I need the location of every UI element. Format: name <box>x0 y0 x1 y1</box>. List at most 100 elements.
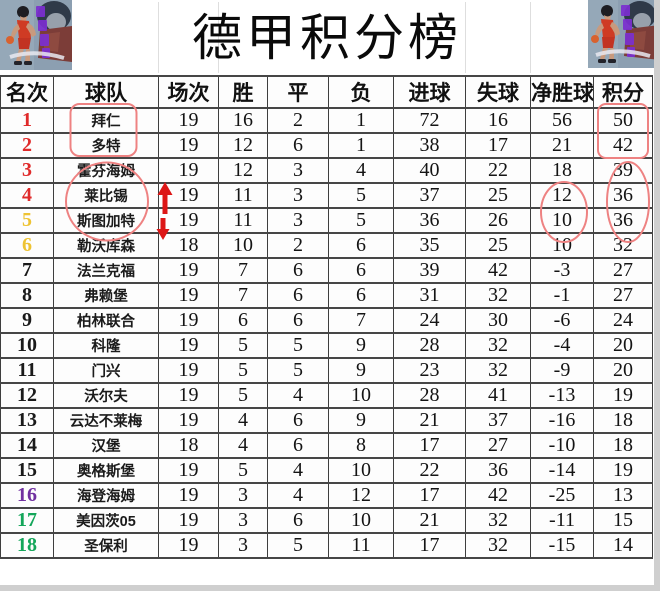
table-row: 18 圣保利 19 3 5 11 17 32 -15 14 <box>0 532 653 559</box>
table-row: 1 拜仁 19 16 2 1 72 16 56 50 <box>0 107 653 134</box>
cell-rank: 3 <box>0 157 54 184</box>
cell-loss: 9 <box>328 407 394 434</box>
cell-goals_against: 42 <box>465 257 531 284</box>
standings-table-wrap: 名次 球队 场次胜平负进球 失球 净胜球 积分 1 拜仁 19 16 2 1 72 16 56 50 2 多特 1… <box>0 75 653 559</box>
cell-points: 42 <box>593 132 653 159</box>
cell-draw: 2 <box>267 232 329 259</box>
cell-goals_against: 32 <box>465 532 531 559</box>
cell-draw: 6 <box>267 132 329 159</box>
cell-loss: 11 <box>328 532 394 559</box>
column-header: 积分 <box>593 75 653 109</box>
standings-table: 名次 球队 场次胜平负进球 失球 净胜球 积分 1 拜仁 19 16 2 1 72 16 56 50 2 多特 1… <box>0 75 653 559</box>
cell-goals_against: 26 <box>465 207 531 234</box>
cell-team: 奥格斯堡 <box>53 457 159 484</box>
cell-win: 3 <box>218 482 268 509</box>
cell-loss: 1 <box>328 132 394 159</box>
cell-points: 14 <box>593 532 653 559</box>
cell-goals_for: 21 <box>393 407 466 434</box>
cell-goals_against: 42 <box>465 482 531 509</box>
table-row: 4 莱比锡 19 11 3 5 37 25 12 36 <box>0 182 653 209</box>
cell-goals_against: 32 <box>465 507 531 534</box>
cell-rank: 17 <box>0 507 54 534</box>
cell-goals_for: 21 <box>393 507 466 534</box>
cell-draw: 6 <box>267 407 329 434</box>
slam-dunk-image-left <box>0 0 72 70</box>
cell-goals_for: 22 <box>393 457 466 484</box>
cell-rank: 8 <box>0 282 54 309</box>
cell-played: 19 <box>158 532 219 559</box>
cell-points: 19 <box>593 457 653 484</box>
cell-loss: 12 <box>328 482 394 509</box>
cell-goals_against: 25 <box>465 232 531 259</box>
cell-win: 5 <box>218 382 268 409</box>
column-header: 胜 <box>218 75 268 109</box>
cell-rank: 2 <box>0 132 54 159</box>
grid-line <box>465 2 466 73</box>
cell-goal_diff: -4 <box>530 332 594 359</box>
page-title: 德甲积分榜 <box>192 10 462 66</box>
table-row: 5 斯图加特 19 11 3 5 36 26 10 36 <box>0 207 653 234</box>
cell-goals_against: 37 <box>465 407 531 434</box>
cell-points: 27 <box>593 257 653 284</box>
cell-draw: 4 <box>267 482 329 509</box>
cell-loss: 10 <box>328 507 394 534</box>
cell-draw: 6 <box>267 507 329 534</box>
column-header: 负 <box>328 75 394 109</box>
cell-team: 汉堡 <box>53 432 159 459</box>
cell-win: 4 <box>218 432 268 459</box>
cell-goal_diff: 56 <box>530 107 594 134</box>
column-header: 进球 <box>393 75 466 109</box>
table-row: 17 美因茨05 19 3 6 10 21 32 -11 15 <box>0 507 653 534</box>
cell-points: 18 <box>593 432 653 459</box>
cell-win: 5 <box>218 332 268 359</box>
table-row: 6 勒沃库森 18 10 2 6 35 25 10 32 <box>0 232 653 259</box>
cell-win: 10 <box>218 232 268 259</box>
cell-draw: 5 <box>267 357 329 384</box>
cell-loss: 6 <box>328 282 394 309</box>
header-row: 名次 球队 场次胜平负进球 失球 净胜球 积分 <box>0 75 653 109</box>
cell-team: 沃尔夫 <box>53 382 159 409</box>
cell-played: 19 <box>158 457 219 484</box>
cell-goals_for: 36 <box>393 207 466 234</box>
cell-played: 19 <box>158 507 219 534</box>
cell-goals_against: 32 <box>465 332 531 359</box>
cell-points: 15 <box>593 507 653 534</box>
cell-points: 27 <box>593 282 653 309</box>
cell-goal_diff: -16 <box>530 407 594 434</box>
cell-rank: 16 <box>0 482 54 509</box>
cell-loss: 4 <box>328 157 394 184</box>
cell-points: 19 <box>593 382 653 409</box>
bottom-strip <box>0 585 660 591</box>
cell-loss: 7 <box>328 307 394 334</box>
cell-played: 18 <box>158 232 219 259</box>
cell-draw: 5 <box>267 532 329 559</box>
cell-win: 6 <box>218 307 268 334</box>
table-row: 7 法兰克福 19 7 6 6 39 42 -3 27 <box>0 257 653 284</box>
cell-goal_diff: 12 <box>530 182 594 209</box>
cell-rank: 1 <box>0 107 54 134</box>
cell-loss: 10 <box>328 382 394 409</box>
cell-loss: 5 <box>328 182 394 209</box>
cell-loss: 9 <box>328 332 394 359</box>
cell-rank: 11 <box>0 357 54 384</box>
cell-team: 圣保利 <box>53 532 159 559</box>
cell-points: 32 <box>593 232 653 259</box>
cell-goals_for: 40 <box>393 157 466 184</box>
cell-team: 霍芬海姆 <box>53 157 159 184</box>
cell-points: 18 <box>593 407 653 434</box>
cell-points: 36 <box>593 182 653 209</box>
cell-goal_diff: -15 <box>530 532 594 559</box>
cell-team: 弗赖堡 <box>53 282 159 309</box>
cell-win: 4 <box>218 407 268 434</box>
cell-win: 7 <box>218 257 268 284</box>
cell-played: 19 <box>158 407 219 434</box>
cell-rank: 13 <box>0 407 54 434</box>
table-row: 8 弗赖堡 19 7 6 6 31 32 -1 27 <box>0 282 653 309</box>
cell-goal_diff: 21 <box>530 132 594 159</box>
cell-played: 19 <box>158 257 219 284</box>
column-header: 平 <box>267 75 329 109</box>
cell-points: 13 <box>593 482 653 509</box>
cell-goals_against: 25 <box>465 182 531 209</box>
cell-goals_for: 39 <box>393 257 466 284</box>
cell-win: 3 <box>218 507 268 534</box>
